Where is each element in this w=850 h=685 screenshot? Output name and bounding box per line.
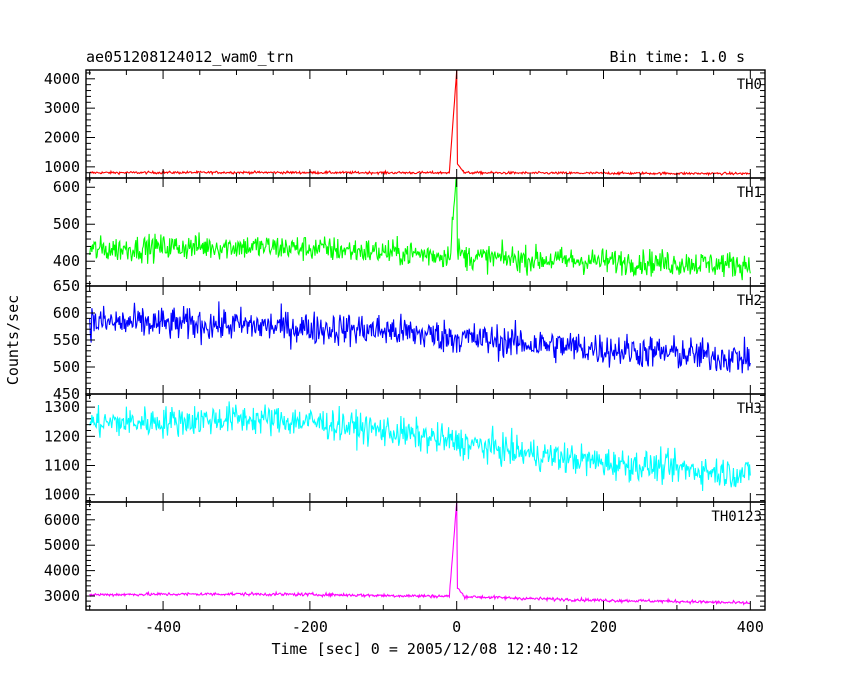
x-tick-label: 200 xyxy=(590,618,617,636)
panel-label-th3: TH3 xyxy=(737,401,762,417)
chart-title: ae051208124012_wam0_trn xyxy=(86,48,294,66)
panel-frame-th0123 xyxy=(85,501,766,611)
y-tick-label-th0123: 6000 xyxy=(44,511,80,529)
series-line-th1 xyxy=(89,177,751,281)
y-axis-label: Counts/sec xyxy=(4,295,22,385)
series-line-th0 xyxy=(89,69,751,177)
series-line-th3 xyxy=(89,401,751,492)
panel-frame-th2 xyxy=(85,285,766,395)
series-line-th2 xyxy=(89,301,751,374)
x-axis-label: Time [sec] 0 = 2005/12/08 12:40:12 xyxy=(271,640,578,658)
panel-frame-th1 xyxy=(85,177,766,287)
series-layer xyxy=(89,69,751,606)
y-tick-label-th0123: 3000 xyxy=(44,587,80,605)
panel-label-th1: TH1 xyxy=(737,185,762,201)
y-tick-label-th2: 650 xyxy=(53,277,80,295)
y-tick-label-th1: 600 xyxy=(53,178,80,196)
y-tick-label-th2: 500 xyxy=(53,358,80,376)
y-tick-label-th0: 4000 xyxy=(44,70,80,88)
panel-label-th0123: TH0123 xyxy=(711,509,762,525)
y-tick-label-th2: 600 xyxy=(53,304,80,322)
x-tick-label: -400 xyxy=(145,618,181,636)
panel-frame-th3 xyxy=(85,393,766,503)
y-tick-label-th0123: 4000 xyxy=(44,562,80,580)
y-tick-label-th0123: 5000 xyxy=(44,536,80,554)
x-tick-label: -200 xyxy=(292,618,328,636)
bin-time-label: Bin time: 1.0 s xyxy=(610,48,745,66)
frame-layer xyxy=(85,69,766,611)
y-tick-label-th0: 1000 xyxy=(44,158,80,176)
panel-frame-th0 xyxy=(85,69,766,179)
y-tick-label-th2: 550 xyxy=(53,331,80,349)
panel-label-th2: TH2 xyxy=(737,293,762,309)
y-tick-label-th0: 3000 xyxy=(44,99,80,117)
y-tick-label-th3: 1000 xyxy=(44,486,80,504)
y-tick-label-th1: 400 xyxy=(53,252,80,270)
y-tick-label-th2: 450 xyxy=(53,385,80,403)
x-tick-label: 400 xyxy=(737,618,764,636)
y-tick-label-th3: 1100 xyxy=(44,457,80,475)
y-tick-label-th3: 1200 xyxy=(44,427,80,445)
y-tick-label-th1: 500 xyxy=(53,215,80,233)
y-tick-label-th3: 1300 xyxy=(44,398,80,416)
y-tick-label-th0: 2000 xyxy=(44,129,80,147)
x-tick-label: 0 xyxy=(452,618,461,636)
panel-label-th0: TH0 xyxy=(737,77,762,93)
text-layer: ae051208124012_wam0_trn Bin time: 1.0 s … xyxy=(4,48,764,658)
series-line-th0123 xyxy=(89,501,751,606)
